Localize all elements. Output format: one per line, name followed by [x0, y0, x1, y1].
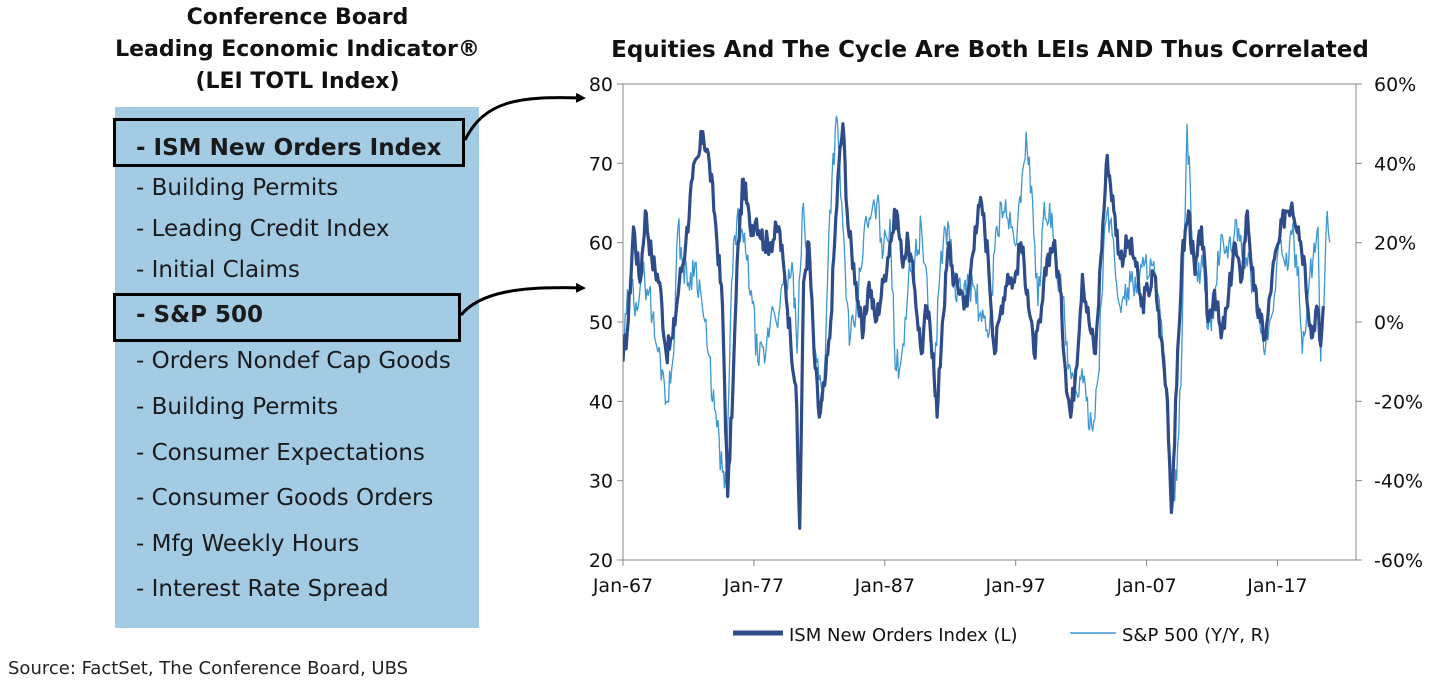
- y-right-axis: -60% -40% -20% 0% 20% 40% 60%: [1356, 74, 1423, 572]
- y-right-tick-label: -60%: [1374, 550, 1423, 572]
- x-tick-label: Jan-87: [854, 575, 915, 597]
- x-tick-label: Jan-17: [1246, 575, 1307, 597]
- lei-item-building-permits: - Building Permits: [136, 175, 339, 201]
- chart-title: Equities And The Cycle Are Both LEIs AND…: [611, 37, 1369, 63]
- y-left-tick-label: 40: [589, 391, 613, 413]
- y-left-tick-label: 80: [589, 74, 613, 96]
- lei-item-building-permits-2: - Building Permits: [136, 394, 339, 420]
- lei-title-line-1: Conference Board: [186, 5, 409, 30]
- lei-title-line-2: Leading Economic Indicator®: [115, 37, 480, 62]
- ism-arrow: [463, 92, 586, 141]
- y-right-tick-label: -20%: [1374, 391, 1423, 413]
- y-right-tick-label: 0%: [1374, 312, 1404, 334]
- spx-arrow: [459, 282, 586, 316]
- x-tick-label: Jan-67: [592, 575, 653, 597]
- y-right-tick-label: -40%: [1374, 471, 1423, 493]
- lei-components-panel: [115, 107, 479, 628]
- x-tick-label: Jan-07: [1115, 575, 1176, 597]
- lei-item-leading-credit-index: - Leading Credit Index: [136, 216, 390, 242]
- x-tick-label: Jan-97: [985, 575, 1046, 597]
- lei-item-consumer-expectations: - Consumer Expectations: [136, 440, 425, 466]
- lei-item-interest-rate-spread: - Interest Rate Spread: [136, 576, 389, 602]
- y-left-tick-label: 30: [589, 471, 613, 493]
- y-right-tick-label: 40%: [1374, 153, 1416, 175]
- lei-item-mfg-weekly-hours: - Mfg Weekly Hours: [136, 531, 360, 557]
- source-note: Source: FactSet, The Conference Board, U…: [8, 658, 409, 679]
- x-axis: Jan-67 Jan-77 Jan-87 Jan-97 Jan-07 Jan-17: [592, 560, 1308, 597]
- series-line-ism: [623, 122, 1325, 530]
- legend-label-sp500: S&P 500 (Y/Y, R): [1122, 625, 1270, 646]
- lei-item-sp500: - S&P 500: [136, 302, 264, 328]
- y-left-tick-label: 70: [589, 153, 613, 175]
- y-right-tick-label: 20%: [1374, 233, 1416, 255]
- legend-label-ism: ISM New Orders Index (L): [789, 625, 1018, 646]
- y-left-axis: 20 30 40 50 60 70 80: [589, 74, 623, 572]
- spx-highlight-box: [113, 293, 461, 342]
- ism-highlight-box: [113, 118, 465, 167]
- y-right-tick-label: 60%: [1374, 74, 1416, 96]
- y-left-tick-label: 50: [589, 312, 613, 334]
- lei-title-line-3: (LEI TOTL Index): [195, 69, 400, 94]
- lei-item-ism-new-orders: - ISM New Orders Index: [136, 135, 442, 161]
- y-left-tick-label: 20: [589, 550, 613, 572]
- y-left-tick-label: 60: [589, 233, 613, 255]
- lei-item-orders-nondef-cap-goods: - Orders Nondef Cap Goods: [136, 348, 451, 374]
- lei-panel-title: Conference Board Leading Economic Indica…: [100, 2, 495, 98]
- x-tick-label: Jan-77: [723, 575, 784, 597]
- lei-item-consumer-goods-orders: - Consumer Goods Orders: [136, 485, 434, 511]
- lei-item-initial-claims: - Initial Claims: [136, 257, 300, 283]
